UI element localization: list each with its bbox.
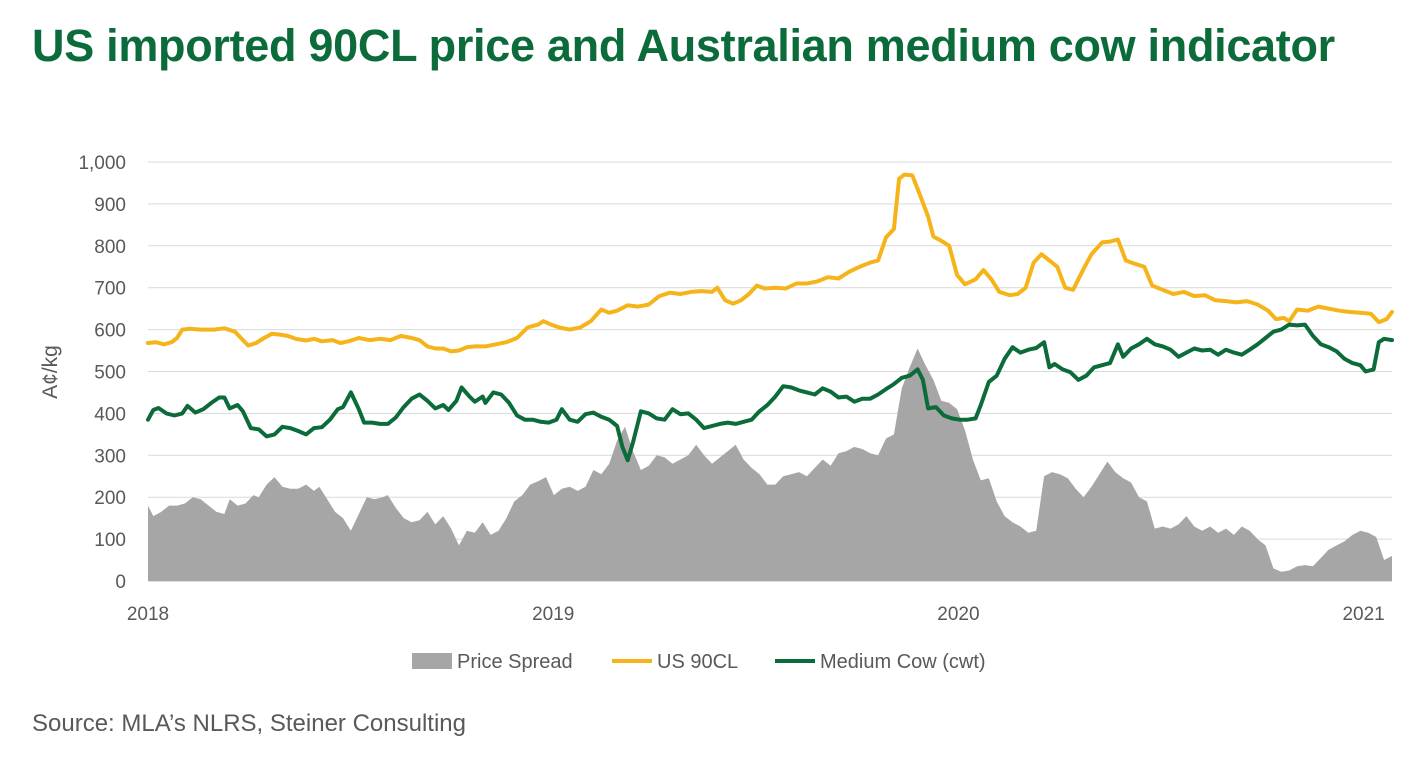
x-tick-label: 2021 xyxy=(1342,604,1384,625)
y-tick-label: 200 xyxy=(94,488,126,509)
legend-label-medium-cow-cwt: Medium Cow (cwt) xyxy=(820,651,986,673)
y-axis-label: A¢/kg xyxy=(39,345,62,399)
y-tick-label: 600 xyxy=(94,321,126,342)
y-tick-label: 1,000 xyxy=(78,153,126,174)
legend: Price Spread US 90CL Medium Cow (cwt) xyxy=(412,651,986,673)
y-tick-label: 700 xyxy=(94,279,126,300)
us-90cl-line xyxy=(146,172,1394,354)
y-tick-labels: 0 100 200 300 400 500 600 700 800 900 1,000 xyxy=(78,153,126,593)
y-tick-label: 400 xyxy=(94,404,126,425)
legend-swatch-price-spread xyxy=(412,653,452,669)
x-tick-label: 2018 xyxy=(127,604,169,625)
y-tick-label: 0 xyxy=(115,572,126,593)
legend-label-price-spread: Price Spread xyxy=(457,651,573,673)
price-spread-area-layer xyxy=(148,348,1392,581)
price-spread-area xyxy=(148,348,1392,581)
medium-cow-cwt-line xyxy=(146,322,1394,463)
source-note: Source: MLA’s NLRS, Steiner Consulting xyxy=(32,710,466,737)
y-tick-label: 300 xyxy=(94,446,126,467)
x-tick-labels: 2018 2019 2020 2021 xyxy=(127,604,1385,625)
y-tick-label: 800 xyxy=(94,237,126,258)
y-tick-label: 900 xyxy=(94,195,126,216)
chart-title: US imported 90CL price and Australian me… xyxy=(32,20,1335,71)
x-tick-label: 2020 xyxy=(937,604,979,625)
x-tick-label: 2019 xyxy=(532,604,574,625)
y-tick-label: 100 xyxy=(94,530,126,551)
legend-label-us-90cl: US 90CL xyxy=(657,651,738,673)
series-line-layer xyxy=(146,172,1394,463)
y-tick-label: 500 xyxy=(94,363,126,384)
